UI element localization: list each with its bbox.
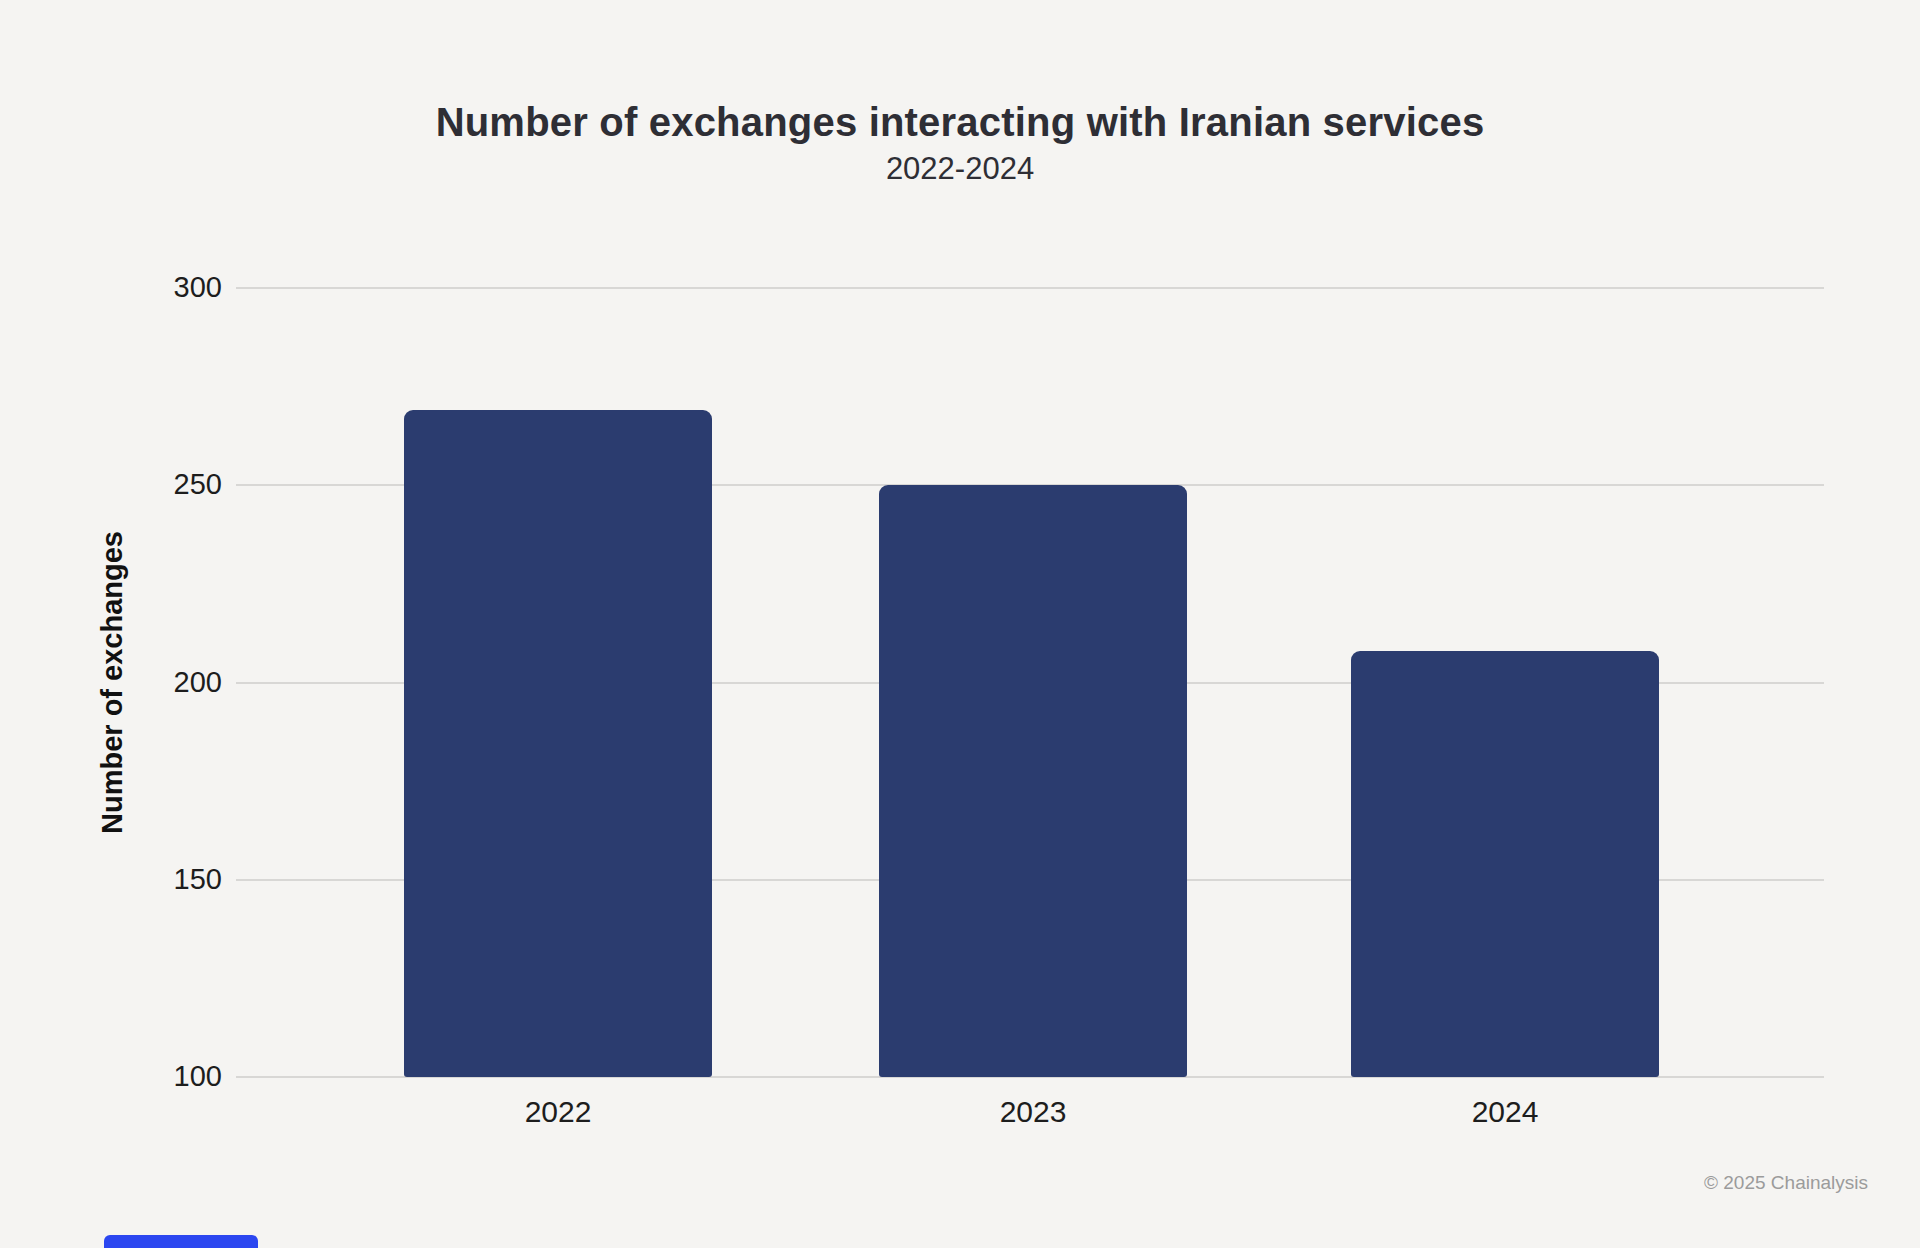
title-block: Number of exchanges interacting with Ira… <box>0 98 1920 187</box>
y-axis-title: Number of exchanges <box>96 531 129 834</box>
bar-2022 <box>404 410 712 1077</box>
copyright-text: © 2025 Chainalysis <box>1704 1172 1868 1194</box>
x-tick-label-2022: 2022 <box>525 1095 592 1129</box>
chart-page: Number of exchanges interacting with Ira… <box>0 0 1920 1248</box>
y-tick-label-150: 150 <box>174 863 222 896</box>
chart-subtitle: 2022-2024 <box>0 150 1920 187</box>
y-axis-title-wrap: Number of exchanges <box>70 288 154 1077</box>
x-tick-label-2023: 2023 <box>1000 1095 1067 1129</box>
chart-title: Number of exchanges interacting with Ira… <box>0 98 1920 146</box>
y-tick-label-300: 300 <box>174 271 222 304</box>
y-tick-label-200: 200 <box>174 665 222 698</box>
x-tick-label-2024: 2024 <box>1472 1095 1539 1129</box>
y-tick-label-100: 100 <box>174 1060 222 1093</box>
y-tick-label-250: 250 <box>174 468 222 501</box>
plot-area: 300250200150100202220232024 <box>236 288 1824 1077</box>
bar-2024 <box>1351 651 1659 1077</box>
gridline-300 <box>236 287 1824 289</box>
chainalysis-brand-bar <box>104 1235 258 1248</box>
bar-2023 <box>879 485 1187 1077</box>
